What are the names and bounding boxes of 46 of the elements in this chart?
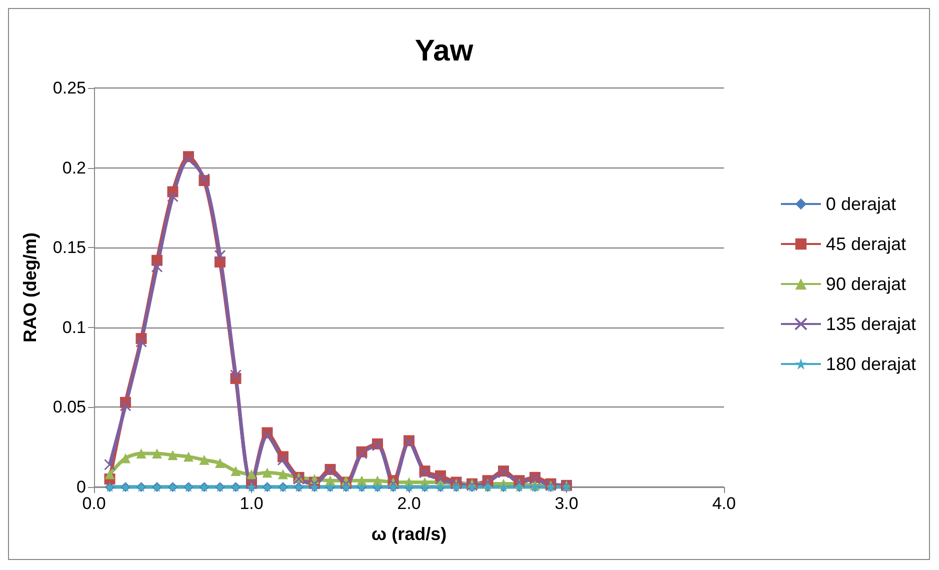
y-tick-label: 0 bbox=[76, 478, 86, 496]
point bbox=[325, 476, 336, 486]
point bbox=[434, 473, 446, 485]
point bbox=[152, 448, 162, 458]
point bbox=[199, 454, 210, 465]
chart-title: Yaw bbox=[414, 34, 474, 68]
point bbox=[262, 468, 272, 478]
point bbox=[388, 478, 399, 490]
point bbox=[230, 370, 242, 382]
point bbox=[136, 448, 146, 458]
legend-label: 135 derajat bbox=[826, 314, 916, 334]
x-tick-label: 0.0 bbox=[82, 494, 106, 513]
legend-label: 180 derajat bbox=[826, 354, 916, 374]
y-tick-label: 0.05 bbox=[52, 398, 86, 417]
y-tick-label: 0.25 bbox=[52, 78, 86, 98]
legend-label: 90 derajat bbox=[826, 274, 906, 294]
point bbox=[104, 458, 116, 470]
point bbox=[120, 400, 132, 412]
point bbox=[246, 469, 256, 480]
x-tick-label: 2.0 bbox=[397, 494, 421, 513]
point bbox=[215, 458, 225, 468]
point bbox=[120, 453, 130, 464]
x-tick-label: 1.0 bbox=[240, 494, 264, 513]
point bbox=[182, 154, 194, 166]
point bbox=[168, 450, 178, 460]
point bbox=[136, 336, 147, 348]
point bbox=[104, 469, 115, 480]
point bbox=[214, 250, 226, 262]
point bbox=[278, 469, 288, 480]
y-axis-title: RAO (deg/m) bbox=[20, 232, 40, 342]
point bbox=[372, 476, 382, 486]
point bbox=[356, 476, 367, 486]
point bbox=[262, 430, 273, 442]
y-tick-label: 0.15 bbox=[52, 238, 86, 258]
x-axis-title: ω (rad/s) bbox=[371, 524, 447, 544]
point bbox=[277, 454, 289, 466]
x-tick-label: 4.0 bbox=[712, 494, 736, 513]
point bbox=[230, 466, 241, 476]
point bbox=[184, 452, 194, 462]
y-tick-label: 0.1 bbox=[62, 318, 86, 337]
y-tick-label: 0.2 bbox=[62, 158, 86, 178]
x-tick-label: 3.0 bbox=[554, 494, 578, 513]
point bbox=[167, 190, 178, 202]
point bbox=[151, 261, 163, 272]
legend-label: 45 derajat bbox=[826, 234, 906, 254]
legend-label: 0 derajat bbox=[826, 194, 896, 214]
